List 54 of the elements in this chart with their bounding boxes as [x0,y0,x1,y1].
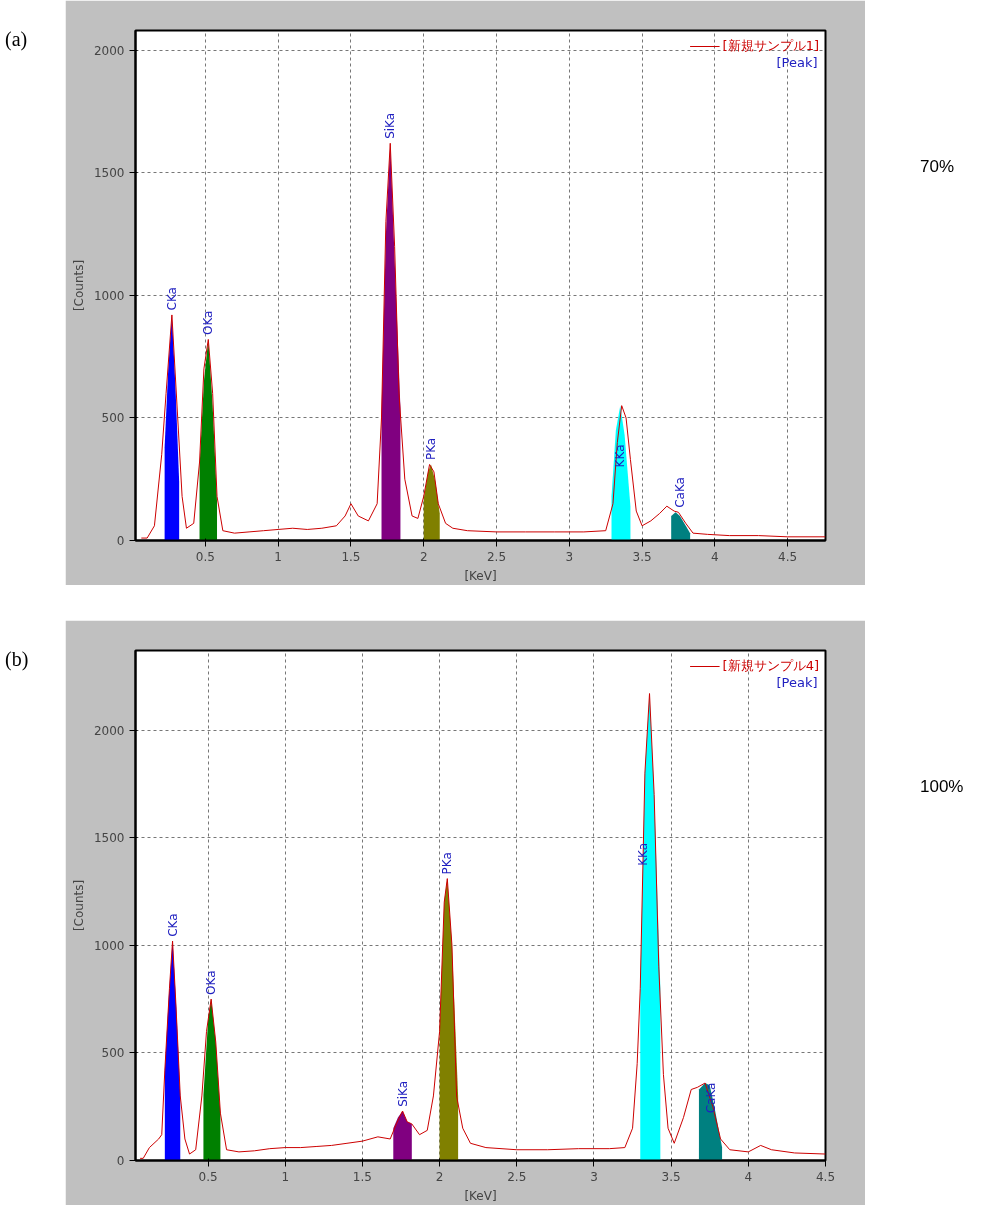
line-series [139,693,826,1159]
y-tick-label: 500 [101,411,125,426]
chart-title: (b) [5,647,29,673]
y-axis-title: [Counts] [71,259,86,312]
y-tick-label: 500 [101,1046,125,1061]
x-tick-label: 2 [435,1169,444,1184]
annotation: PKa [440,852,455,875]
x-tick-label: 3.5 [661,1169,681,1184]
legend-label: [新規サンプル1] [722,37,819,55]
annotation: CaKa [672,477,687,508]
chart-title: (a) [5,27,28,53]
annotation: CaKa [704,1082,719,1114]
x-tick-label: 4 [744,1169,753,1184]
y-tick-label: 1000 [93,938,125,953]
y-tick-label: 2000 [93,43,125,58]
x-tick-label: 2.5 [486,549,507,564]
y-tick-label: 0 [116,534,125,548]
text: 100% [920,776,964,798]
x-tick-label: 1.5 [352,1169,372,1184]
x-tick-label: 4.5 [778,549,798,564]
y-tick-label: 2000 [93,723,125,738]
x-tick-label: 2 [419,549,428,564]
x-tick-label: 4.5 [815,1169,836,1184]
x-tick-label: 3.5 [632,549,652,564]
x-axis-title: [KeV] [464,1188,497,1203]
x-tick-label: 0.5 [198,1169,218,1184]
y-tick-label: 1500 [93,166,125,181]
y-tick-label: 0 [116,1154,125,1168]
annotation: KKa [635,842,650,866]
legend-label: [新規サンプル4] [722,657,819,675]
annotation: CKa [165,913,180,937]
annotation: SiKa [395,1080,410,1107]
line-series [140,142,826,539]
x-tick-label: 0.5 [195,549,215,564]
annotation: SiKa [383,112,398,139]
x-tick-label: 2.5 [507,1169,527,1184]
annotation: KKa [613,444,628,468]
x-tick-label: 4 [711,549,719,564]
x-axis-title: [KeV] [464,568,497,583]
x-tick-label: 1 [281,1169,290,1184]
x-tick-label: 3 [590,1169,598,1184]
text: 70% [920,156,955,178]
annotation: [Peak] [776,54,818,70]
x-tick-label: 1.5 [341,549,361,564]
y-tick-label: 1000 [93,288,125,303]
annotation: [Peak] [776,674,818,690]
annotation: OKa [201,310,216,335]
annotation: OKa [204,970,219,995]
annotation: CKa [164,287,179,311]
x-tick-label: 1 [274,549,282,564]
y-tick-label: 1500 [93,831,125,846]
y-axis-title: [Counts] [71,879,86,932]
annotation: PKa [424,437,439,461]
x-tick-label: 3 [565,549,574,564]
